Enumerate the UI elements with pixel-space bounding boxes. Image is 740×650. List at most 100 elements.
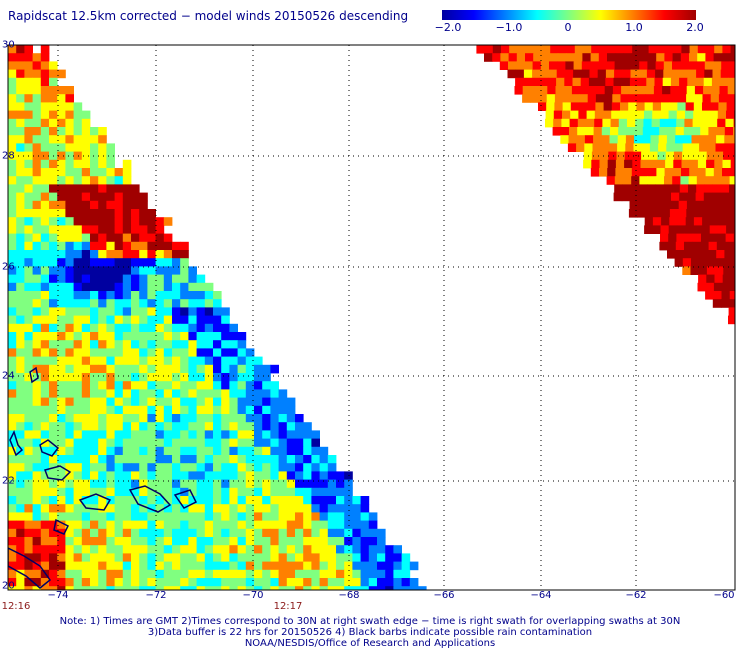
swath-cell — [172, 537, 181, 546]
swath-cell — [254, 455, 263, 464]
swath-cell — [604, 94, 613, 103]
swath-cell — [352, 537, 361, 546]
swath-cell — [622, 184, 631, 193]
swath-cell — [16, 258, 25, 267]
swath-cell — [155, 422, 165, 431]
swath-cell — [728, 192, 735, 202]
swath-cell — [213, 446, 222, 456]
swath-cell — [569, 118, 579, 128]
swath-cell — [8, 200, 17, 210]
swath-cell — [180, 405, 189, 415]
swath-cell — [65, 496, 74, 505]
swath-cell — [311, 463, 320, 472]
swath-cell — [640, 45, 649, 54]
swath-cell — [180, 545, 189, 554]
swath-cell — [621, 77, 631, 87]
swath-cell — [40, 545, 50, 554]
swath-cell — [172, 578, 181, 587]
swath-cell — [114, 537, 124, 546]
swath-cell — [139, 487, 148, 497]
swath-cell — [213, 307, 222, 316]
swath-cell — [245, 487, 255, 497]
swath-cell — [262, 537, 271, 546]
swath-cell — [65, 512, 74, 521]
swath-cell — [8, 233, 17, 243]
swath-cell — [180, 315, 189, 325]
swath-cell — [319, 496, 329, 505]
swath-cell — [122, 250, 132, 259]
swath-cell — [57, 332, 66, 341]
swath-cell — [98, 446, 107, 456]
swath-cell — [245, 414, 255, 423]
swath-cell — [262, 504, 271, 513]
swath-cell — [180, 569, 189, 579]
swath-cell — [204, 299, 214, 308]
swath-cell — [131, 463, 140, 472]
latitude-label: 26 — [2, 261, 15, 273]
swath-cell — [147, 381, 156, 390]
swath-cell — [81, 414, 91, 423]
swath-cell — [8, 299, 17, 308]
swath-cell — [180, 241, 189, 251]
swath-cell — [106, 250, 115, 259]
swath-cell — [40, 430, 50, 439]
swath-cell — [213, 348, 222, 357]
swath-cell — [16, 143, 25, 152]
swath-cell — [204, 455, 214, 464]
swath-cell — [172, 266, 181, 275]
swath-cell — [172, 479, 181, 489]
swath-cell — [57, 176, 66, 185]
swath-cell — [685, 102, 695, 111]
swath-cell — [81, 528, 91, 538]
swath-cell — [708, 241, 718, 251]
swath-cell — [303, 520, 312, 530]
swath-cell — [188, 430, 197, 439]
swath-cell — [8, 45, 17, 54]
swath-cell — [608, 143, 618, 152]
swath-cell — [327, 578, 337, 587]
swath-cell — [229, 340, 238, 349]
swath-cell — [106, 176, 115, 185]
swath-cell — [81, 578, 91, 587]
swath-cell — [694, 94, 703, 103]
swath-cell — [8, 274, 17, 284]
swath-cell — [213, 528, 222, 538]
swath-cell — [24, 561, 33, 571]
swath-cell — [57, 233, 66, 243]
swath-cell — [229, 323, 238, 333]
swath-cell — [563, 86, 573, 95]
swath-cell — [49, 438, 58, 448]
longitude-label: −62 — [625, 590, 647, 601]
swath-cell — [139, 504, 148, 513]
swath-cell — [221, 438, 230, 448]
lat-lon-grid — [8, 45, 735, 590]
swath-cell — [49, 471, 58, 480]
swath-cell — [545, 118, 554, 128]
swath-cell — [73, 578, 83, 587]
swath-cell — [638, 192, 647, 202]
swath-cell — [57, 373, 66, 382]
swath-cell — [114, 291, 124, 300]
swath-cell — [180, 397, 189, 407]
swath-cell — [606, 176, 616, 185]
swath-cell — [377, 553, 386, 562]
swath-cell — [726, 217, 735, 226]
swath-cell — [40, 307, 50, 316]
swath-cell — [122, 266, 132, 275]
swath-cell — [8, 168, 17, 177]
swath-cell — [98, 561, 107, 571]
swath-cell — [611, 102, 621, 111]
swath-cell — [155, 364, 165, 374]
swath-cell — [368, 545, 378, 554]
swath-cell — [131, 258, 140, 267]
swath-cell — [682, 151, 691, 161]
swath-cell — [590, 168, 600, 177]
swath-cell — [180, 266, 189, 275]
swath-cell — [32, 520, 42, 530]
swath-cell — [724, 127, 734, 136]
swath-cell — [713, 291, 722, 300]
swath-cell — [57, 258, 66, 267]
swath-cell — [654, 192, 664, 202]
swath-cell — [695, 77, 705, 87]
swath-cell — [40, 586, 50, 590]
